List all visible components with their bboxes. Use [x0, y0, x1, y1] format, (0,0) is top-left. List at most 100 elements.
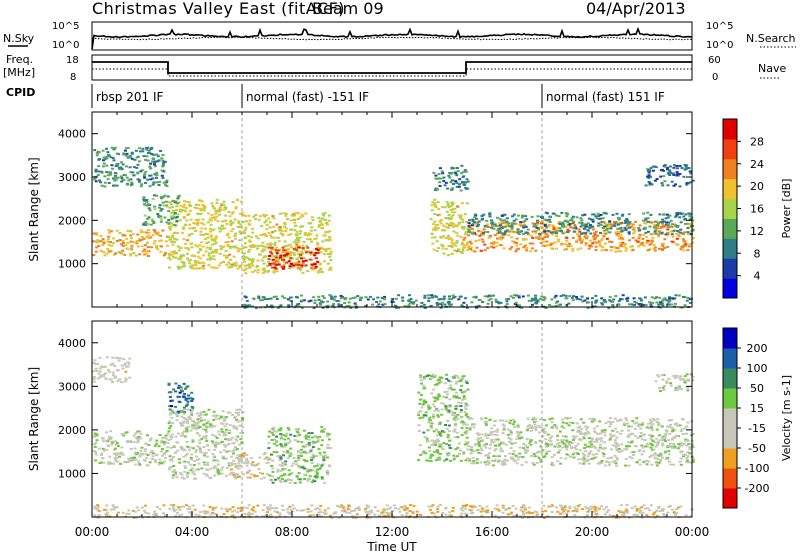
data-pixel — [383, 303, 387, 306]
data-pixel — [114, 460, 118, 463]
data-pixel — [349, 306, 353, 309]
data-pixel — [92, 435, 96, 438]
data-pixel — [676, 424, 680, 427]
data-pixel — [546, 433, 550, 436]
data-pixel — [151, 153, 155, 156]
data-pixel — [428, 449, 432, 452]
data-pixel — [113, 456, 117, 459]
data-pixel — [168, 201, 172, 204]
data-pixel — [487, 235, 491, 238]
data-pixel — [204, 413, 208, 416]
data-pixel — [235, 457, 239, 460]
data-pixel — [224, 249, 228, 252]
data-pixel — [407, 304, 411, 307]
data-pixel — [549, 437, 552, 439]
data-pixel — [268, 458, 272, 461]
data-pixel — [571, 422, 575, 424]
data-pixel — [558, 229, 562, 232]
data-pixel — [464, 432, 468, 435]
data-pixel — [187, 259, 191, 262]
data-pixel — [143, 253, 147, 256]
data-pixel — [220, 415, 224, 418]
data-pixel — [150, 219, 154, 222]
data-pixel — [182, 395, 186, 398]
data-pixel — [248, 476, 252, 479]
data-pixel — [583, 461, 586, 464]
data-pixel — [135, 156, 139, 159]
data-pixel — [242, 305, 246, 308]
data-pixel — [682, 175, 686, 178]
data-pixel — [211, 424, 214, 427]
data-pixel — [247, 258, 251, 261]
data-pixel — [639, 423, 643, 426]
data-pixel — [205, 258, 209, 261]
data-pixel — [253, 269, 257, 272]
data-pixel — [561, 221, 565, 224]
data-pixel — [119, 166, 123, 169]
data-pixel — [227, 432, 231, 434]
data-pixel — [458, 453, 462, 455]
data-pixel — [263, 452, 267, 455]
data-pixel — [276, 261, 280, 264]
data-pixel — [381, 303, 385, 306]
data-pixel — [460, 402, 463, 405]
data-pixel — [243, 256, 247, 259]
data-pixel — [115, 229, 119, 232]
data-pixel — [153, 444, 157, 447]
data-pixel — [272, 429, 276, 432]
data-pixel — [325, 447, 329, 449]
data-pixel — [351, 297, 355, 299]
data-pixel — [259, 299, 263, 302]
data-pixel — [537, 238, 541, 241]
data-pixel — [550, 421, 554, 424]
data-pixel — [560, 425, 564, 428]
data-pixel — [479, 447, 483, 450]
data-pixel — [232, 424, 236, 427]
data-pixel — [176, 245, 180, 248]
data-pixel — [241, 214, 245, 217]
data-pixel — [661, 442, 664, 445]
data-pixel — [265, 228, 269, 231]
data-pixel — [153, 240, 157, 242]
data-pixel — [306, 478, 310, 481]
data-pixel — [462, 452, 465, 455]
data-pixel — [210, 257, 214, 260]
data-pixel — [480, 215, 484, 218]
data-pixel — [200, 241, 204, 244]
data-pixel — [300, 213, 304, 216]
data-pixel — [660, 425, 664, 428]
data-pixel — [629, 225, 633, 228]
data-pixel — [565, 441, 569, 444]
data-pixel — [320, 444, 324, 447]
data-pixel — [578, 235, 582, 238]
data-pixel — [675, 165, 679, 167]
data-pixel — [110, 146, 114, 149]
data-pixel — [205, 426, 209, 429]
data-pixel — [465, 413, 469, 416]
data-pixel — [671, 297, 675, 300]
data-pixel — [258, 471, 262, 474]
data-pixel — [167, 391, 171, 394]
data-pixel — [268, 221, 272, 224]
data-pixel — [649, 303, 653, 306]
data-pixel — [613, 439, 617, 441]
data-pixel — [120, 161, 123, 164]
data-pixel — [107, 231, 111, 234]
data-pixel — [556, 300, 560, 303]
data-pixel — [653, 249, 657, 252]
data-pixel — [225, 263, 229, 266]
data-pixel — [274, 267, 278, 270]
data-pixel — [433, 198, 437, 201]
data-pixel — [498, 419, 502, 422]
data-pixel — [198, 442, 202, 444]
data-pixel — [604, 212, 608, 215]
data-pixel — [654, 441, 657, 444]
data-pixel — [202, 452, 206, 455]
data-pixel — [202, 423, 206, 426]
data-pixel — [453, 456, 457, 459]
data-pixel — [145, 199, 149, 201]
data-pixel — [436, 177, 439, 180]
data-pixel — [125, 237, 129, 240]
data-pixel — [620, 243, 623, 246]
data-pixel — [434, 228, 438, 231]
